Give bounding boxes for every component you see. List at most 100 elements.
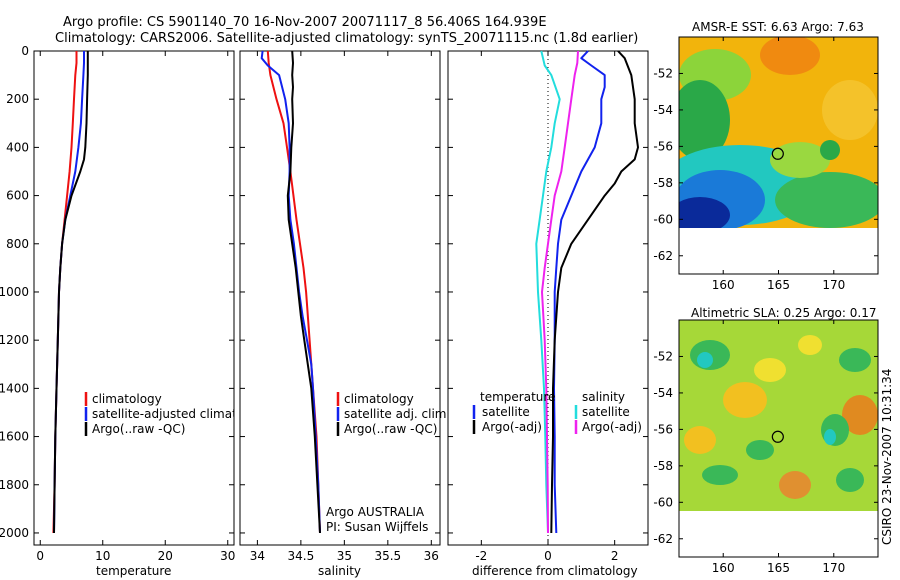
temperature-axes-frame bbox=[33, 50, 235, 546]
salinity-x-tick-label: 34.5 bbox=[288, 549, 315, 563]
difference-series-line-3 bbox=[541, 50, 579, 534]
sla-lat-tick-label: -56 bbox=[653, 422, 673, 436]
legend-label-temp-satellite: satellite bbox=[482, 405, 530, 419]
legend-label-satellite-adjusted: satellite-adjusted climatology bbox=[92, 407, 270, 421]
sst-patch bbox=[679, 197, 730, 233]
sst-patch bbox=[760, 37, 820, 75]
sla-patch bbox=[842, 395, 878, 435]
sla-lon-tick-label: 170 bbox=[822, 561, 845, 575]
sst-lon-tick-label: 170 bbox=[822, 278, 845, 292]
header-line-2: Climatology: CARS2006. Satellite-adjuste… bbox=[55, 31, 638, 46]
depth-y-tick-label: 800 bbox=[6, 237, 29, 251]
sla-patch bbox=[836, 468, 864, 492]
salinity-axes-frame bbox=[239, 50, 441, 546]
sla-patch bbox=[684, 426, 716, 454]
legend-label-sal-argo: Argo(-adj) bbox=[582, 420, 642, 434]
difference-legend: temperature satellite Argo(-adj) salinit… bbox=[472, 390, 642, 434]
legend-label-satellite-clip: satellite-adjusted climatology bbox=[92, 407, 270, 421]
depth-y-tick-label: 400 bbox=[6, 140, 29, 154]
sla-patch bbox=[779, 471, 811, 499]
sla-patch bbox=[824, 429, 836, 445]
sst-lat-tick-label: -54 bbox=[653, 103, 673, 117]
annotation-pi-name: PI: Susan Wijffels bbox=[326, 520, 428, 534]
sst-lon-tick-label: 160 bbox=[712, 278, 735, 292]
difference-x-tick-label: 2 bbox=[611, 549, 619, 563]
sla-lat-tick-label: -62 bbox=[653, 532, 673, 546]
depth-y-tick-label: 1800 bbox=[0, 478, 29, 492]
sla-patch bbox=[746, 440, 774, 460]
sst-lat-tick-label: -60 bbox=[653, 212, 673, 226]
sst-map-panel: AMSR-E SST: 6.63 Argo: 7.63 160 165 170 -52… bbox=[653, 20, 879, 292]
temperature-xlabel: temperature bbox=[96, 564, 171, 578]
sst-lat-tick-label: -56 bbox=[653, 139, 673, 153]
sst-lat-tick-label: -52 bbox=[653, 66, 673, 80]
legend-label-temp-argo: Argo(-adj) bbox=[482, 420, 542, 434]
salinity-x-tick-label: 35 bbox=[337, 549, 352, 563]
depth-y-tick-label: 1200 bbox=[0, 333, 29, 347]
sst-patch bbox=[820, 140, 840, 160]
sla-patch bbox=[697, 352, 713, 368]
side-timestamp-label: CSIRO 23-Nov-2007 10:31:34 bbox=[880, 369, 894, 545]
depth-y-tick-label: 600 bbox=[6, 189, 29, 203]
legend-title-temperature: temperature bbox=[480, 390, 555, 404]
sst-patch bbox=[770, 142, 830, 178]
legend-title-salinity: salinity bbox=[582, 390, 625, 404]
sla-map-panel: Altimetric SLA: 0.25 Argo: 0.17 160 165 17… bbox=[653, 306, 879, 575]
sla-patch bbox=[702, 465, 738, 485]
sla-map-title: Altimetric SLA: 0.25 Argo: 0.17 bbox=[691, 306, 876, 320]
sla-lon-tick-label: 165 bbox=[767, 561, 790, 575]
depth-y-tick-label: 1400 bbox=[0, 381, 29, 395]
salinity-profile-panel: 34 34.5 35 35.5 36 salinity climatology sate… bbox=[239, 50, 450, 578]
sla-patch bbox=[798, 335, 822, 355]
legend-label-argo: Argo(..raw -QC) bbox=[92, 422, 185, 436]
temperature-series-line-2 bbox=[53, 51, 89, 534]
sla-patch bbox=[723, 382, 767, 418]
sla-patch bbox=[839, 348, 871, 372]
sst-float-position-marker bbox=[771, 147, 784, 160]
temperature-profile-panel: 0 10 20 30 0 200 400 600 800 1000 1200 1400 1600 1800… bbox=[0, 44, 270, 578]
difference-x-tick-label: 0 bbox=[544, 549, 552, 563]
salinity-x-tick-label: 35.5 bbox=[374, 549, 401, 563]
legend-label-climatology: climatology bbox=[92, 392, 162, 406]
sst-patch bbox=[775, 172, 878, 228]
sla-lat-tick-label: -58 bbox=[653, 459, 673, 473]
depth-y-tick-label: 0 bbox=[21, 44, 29, 58]
sst-no-data bbox=[679, 228, 878, 274]
temperature-x-tick-label: 10 bbox=[95, 549, 110, 563]
legend-label-sal-satellite: satellite bbox=[582, 405, 630, 419]
legend-label-satellite-adj: satellite adj. clim. bbox=[344, 407, 450, 421]
temperature-legend: climatology satellite-adjusted climatolo… bbox=[84, 392, 270, 436]
difference-x-tick-label: -2 bbox=[475, 549, 487, 563]
sst-patch bbox=[822, 80, 878, 140]
sst-patch bbox=[679, 80, 730, 160]
salinity-x-tick-label: 34 bbox=[250, 549, 265, 563]
depth-y-tick-label: 2000 bbox=[0, 526, 29, 540]
legend-label-climatology: climatology bbox=[344, 392, 414, 406]
depth-y-tick-label: 200 bbox=[6, 92, 29, 106]
sst-lat-tick-label: -58 bbox=[653, 176, 673, 190]
sla-no-data bbox=[679, 511, 878, 557]
temperature-x-tick-label: 0 bbox=[36, 549, 44, 563]
annotation-argo-australia: Argo AUSTRALIA bbox=[326, 505, 425, 519]
sla-lat-tick-label: -60 bbox=[653, 495, 673, 509]
salinity-series-line-1 bbox=[260, 50, 321, 534]
salinity-xlabel: salinity bbox=[318, 564, 361, 578]
difference-profile-panel: -2 0 2 difference from climatology tempera… bbox=[447, 50, 649, 578]
sst-lon-tick-label: 165 bbox=[767, 278, 790, 292]
sst-heatmap bbox=[679, 37, 878, 274]
legend-label-argo: Argo(..raw -QC) bbox=[344, 422, 437, 436]
depth-y-tick-label: 1000 bbox=[0, 285, 29, 299]
sla-lat-tick-label: -52 bbox=[653, 349, 673, 363]
sla-heatmap bbox=[679, 320, 878, 557]
sla-lat-tick-label: -54 bbox=[653, 386, 673, 400]
difference-series-line-1 bbox=[550, 50, 639, 534]
sst-map-title: AMSR-E SST: 6.63 Argo: 7.63 bbox=[692, 20, 864, 34]
temperature-x-tick-label: 30 bbox=[220, 549, 235, 563]
salinity-legend: climatology satellite adj. clim. Argo(..… bbox=[336, 392, 450, 436]
difference-series-line-2 bbox=[535, 50, 561, 534]
depth-y-tick-label: 1600 bbox=[0, 430, 29, 444]
sla-patch bbox=[754, 358, 786, 382]
salinity-x-tick-label: 36 bbox=[424, 549, 439, 563]
header-line-1: Argo profile: CS 5901140_70 16-Nov-2007 … bbox=[63, 15, 547, 30]
